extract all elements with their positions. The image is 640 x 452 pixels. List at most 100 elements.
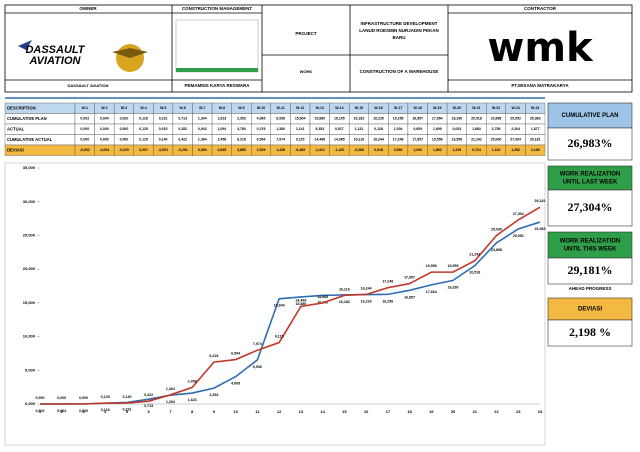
cell-text: 1,438 [276, 148, 285, 152]
x-tick-label: 12 [277, 409, 282, 414]
y-tick-label: 35,000 [23, 165, 36, 170]
x-tick-label: 16 [364, 409, 369, 414]
cell-text: 3,758 [492, 127, 501, 131]
owner-title: OWNER [79, 6, 97, 11]
x-tick-label: 9 [213, 409, 216, 414]
data-label: 0,422 [144, 393, 153, 397]
cell-text: -0,291 [178, 148, 188, 152]
cell-text: 6,536 [276, 117, 285, 121]
y-tick-label: 30,000 [23, 199, 36, 204]
data-label: 0,000 [57, 396, 66, 400]
cell-text: 0,835 [217, 148, 226, 152]
cell-text: 1,892 [433, 148, 442, 152]
data-label: 21,242 [469, 253, 480, 257]
cell-text: W-4 [140, 106, 146, 110]
data-label: 26,983 [535, 227, 546, 231]
project-line: LANUD ROESMIN NURJADIN PEKAN [359, 28, 439, 33]
data-label: 7,974 [253, 342, 262, 346]
x-tick-label: 5 [126, 409, 129, 414]
cell-text: 1,004 [394, 127, 403, 131]
cell-text: W-6 [180, 106, 186, 110]
y-tick-label: 10,000 [23, 334, 36, 339]
cell-text: 0,018 [374, 148, 383, 152]
x-tick-label: 6 [148, 409, 151, 414]
data-label: 0,004 [57, 409, 66, 413]
data-label: 1,304 [166, 400, 175, 404]
cell-text: 6,218 [237, 138, 246, 142]
data-label: 9,115 [275, 334, 284, 338]
x-tick-label: 4 [104, 409, 107, 414]
data-label: 0,000 [79, 396, 88, 400]
data-label: 16,857 [404, 295, 415, 299]
cell-text: W-11 [277, 106, 285, 110]
row-label: DESCRIPTION [7, 105, 36, 110]
cell-text: W-1 [82, 106, 88, 110]
cell-text: 29,181 [530, 138, 541, 142]
cell-text: 1,623 [217, 117, 226, 121]
data-label: 25,000 [491, 227, 502, 231]
data-label: 14,985 [317, 295, 328, 299]
data-label: 19,556 [426, 264, 437, 268]
cell-text: W-22 [492, 106, 500, 110]
cell-text: 0,000 [100, 127, 109, 131]
data-label: 17,248 [382, 280, 393, 284]
cell-text: 16,182 [354, 117, 365, 121]
cell-text: 7,974 [276, 138, 285, 142]
cell-text: 6,594 [257, 138, 266, 142]
logo-mark [18, 40, 32, 50]
cm-logo-stripe [176, 68, 258, 72]
table-cell [525, 144, 546, 156]
cell-text: 0,376 [257, 127, 266, 131]
cell-text: 0,942 [198, 127, 207, 131]
owner-name: DASSAULT AVIATION [68, 83, 109, 88]
cell-text: 3,865 [237, 148, 246, 152]
data-label: 0,002 [36, 409, 45, 413]
cell-text: 25,952 [510, 117, 521, 121]
cell-text: 16,256 [393, 117, 404, 121]
cell-text: 1,229 [452, 148, 461, 152]
data-label: 16,244 [361, 286, 372, 290]
x-tick-label: 1 [39, 409, 42, 414]
cell-text: 14,985 [334, 138, 345, 142]
cell-text: 18,330 [452, 117, 463, 121]
cell-text: 4,065 [257, 117, 266, 121]
data-label: 2,353 [209, 393, 218, 397]
x-tick-label: 21 [473, 409, 478, 414]
data-label: 16,256 [382, 299, 393, 303]
panel-value-box [547, 319, 633, 347]
cell-text: 0,125 [139, 127, 148, 131]
cell-text: 0,000 [120, 127, 129, 131]
x-tick-label: 18 [407, 409, 412, 414]
y-tick-label: 15,000 [23, 300, 36, 305]
cell-text: 2,529 [257, 148, 266, 152]
cell-text: 2,458 [217, 138, 226, 142]
cell-text: 1,131 [355, 127, 364, 131]
y-tick-label: 0,000 [25, 401, 36, 406]
cell-text: W-21 [472, 106, 480, 110]
data-label: 29,181 [535, 199, 546, 203]
cell-text: 16,857 [412, 117, 423, 121]
y-tick-label: 25,000 [23, 232, 36, 237]
x-tick-label: 10 [233, 409, 238, 414]
cell-text: 0,003 [452, 127, 461, 131]
cell-text: W-13 [316, 106, 324, 110]
cell-text: 0,724 [472, 148, 481, 152]
data-label: 6,536 [253, 365, 262, 369]
panel-label-box [547, 102, 633, 129]
cell-text: W-8 [219, 106, 225, 110]
cell-text: 1,000 [413, 148, 422, 152]
data-label: 4,065 [231, 382, 240, 386]
x-tick-label: 3 [82, 409, 85, 414]
x-tick-label: 19 [429, 409, 434, 414]
project-line: BARU [393, 35, 406, 40]
data-label: 18,330 [448, 285, 459, 289]
cell-text: W-16 [374, 106, 382, 110]
data-label: 15,604 [274, 304, 285, 308]
cell-text: 19,556 [432, 138, 443, 142]
cell-text: 0,128 [374, 127, 383, 131]
cell-text: 0,000 [80, 127, 89, 131]
cell-text: 1,304 [198, 117, 207, 121]
panel-label-box [547, 231, 633, 259]
cell-text: 1,352 [511, 148, 520, 152]
